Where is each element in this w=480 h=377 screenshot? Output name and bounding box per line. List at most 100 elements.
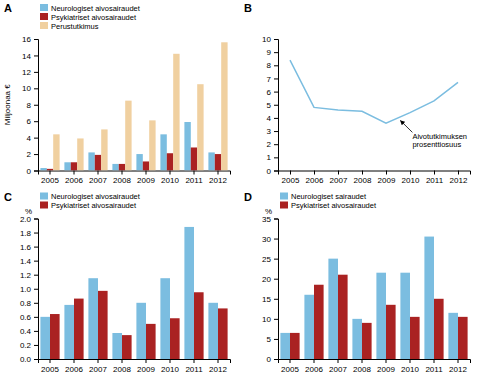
bar	[304, 295, 314, 359]
bar	[149, 120, 155, 170]
y-tick-label: 0.0	[20, 355, 32, 364]
legend-swatch	[40, 13, 48, 20]
y-tick: 10	[262, 315, 278, 324]
x-tick-label: 2006	[65, 365, 83, 374]
plot-area: 2005200620072008200920102011201205101520…	[262, 215, 470, 374]
x-tick-label: 2010	[161, 365, 179, 374]
y-tick-label: 20	[262, 275, 271, 284]
bar	[218, 308, 228, 359]
y-tick-mark	[274, 239, 278, 240]
y-tick-mark	[34, 317, 38, 318]
y-tick-label: 2.0	[20, 215, 32, 224]
y-tick-label: 7	[267, 75, 272, 84]
bar	[88, 152, 94, 170]
x-tick: 2005	[41, 359, 59, 374]
y-tick-mark	[274, 65, 278, 66]
x-tick: 2007	[89, 359, 107, 374]
y-tick: 9	[267, 48, 278, 57]
y-tick-label: 14	[22, 51, 31, 60]
bar	[197, 84, 203, 170]
y-axis-line	[34, 40, 39, 172]
bar	[95, 155, 101, 171]
panel: 2005200620072008200920102011201205101520…	[244, 191, 471, 374]
y-tick-mark	[34, 289, 38, 290]
marks	[40, 227, 227, 359]
y-tick: 14	[22, 51, 38, 60]
bar	[64, 305, 74, 359]
bar	[40, 317, 50, 359]
x-tick-mark	[458, 171, 459, 175]
bar	[215, 154, 221, 170]
y-tick-label: 8	[27, 101, 32, 110]
x-tick: 2005	[281, 359, 299, 374]
x-tick-mark	[194, 359, 195, 363]
y-tick-label: 5	[267, 101, 272, 110]
y-tick-mark	[34, 275, 38, 276]
y-tick-mark	[274, 105, 278, 106]
y-tick-label: 16	[22, 35, 31, 44]
legend-item: Psykiatriset aivosairaudet	[40, 13, 137, 22]
y-tick: 35	[262, 215, 278, 224]
x-tick-label: 2009	[137, 176, 155, 185]
plot-area: 2005200620072008200920102011201202468101…	[22, 35, 230, 185]
y-tick-label: 1.4	[20, 257, 32, 266]
x-tick-label: 2005	[41, 365, 59, 374]
y-tick-mark	[274, 359, 278, 360]
x-tick: 2009	[137, 171, 155, 186]
legend-label: Neurologiset aivosairaudet	[51, 4, 141, 13]
y-tick-mark	[274, 259, 278, 260]
bar	[112, 333, 122, 359]
x-tick: 2012	[450, 171, 468, 186]
y-tick: 1.8	[20, 229, 38, 238]
y-tick-label: 25	[262, 255, 271, 264]
x-tick: 2010	[161, 359, 179, 374]
x-tick-mark	[290, 171, 291, 175]
y-tick: 3	[267, 127, 278, 136]
y-tick-label: 0.4	[20, 327, 32, 336]
x-tick-label: 2007	[329, 365, 347, 374]
x-axis: 20052006200720082009201020112012	[279, 171, 471, 186]
x-tick-label: 2009	[378, 176, 396, 185]
x-tick-mark	[410, 171, 411, 175]
x-tick-mark	[362, 359, 363, 363]
x-tick-mark	[434, 359, 435, 363]
bar	[170, 318, 180, 359]
bar	[173, 54, 179, 171]
y-tick: 0.4	[20, 327, 38, 336]
y-tick-label: 0	[267, 355, 272, 364]
x-tick-mark	[98, 171, 99, 175]
y-axis-line	[274, 219, 279, 360]
bar	[71, 162, 77, 170]
bar	[122, 335, 132, 359]
y-tick-mark	[34, 171, 38, 172]
bar	[314, 285, 324, 359]
y-tick-label: 1.8	[20, 229, 32, 238]
x-tick-label: 2010	[401, 365, 419, 374]
y-tick-label: 12	[22, 68, 31, 77]
x-tick-label: 2012	[209, 365, 227, 374]
y-tick-mark	[274, 299, 278, 300]
y-tick-label: 3	[267, 127, 272, 136]
y-tick-label: 0.2	[20, 341, 32, 350]
y-tick-mark	[34, 345, 38, 346]
x-tick-mark	[410, 359, 411, 363]
title: A	[4, 2, 12, 14]
x-tick: 2007	[330, 171, 348, 186]
y-tick-label: 10	[22, 84, 31, 93]
bar	[362, 323, 372, 359]
bar	[146, 324, 156, 359]
legend-label: Psykiatriset aivosairaudet	[291, 201, 377, 210]
y-tick-label: 30	[262, 235, 271, 244]
y-tick-label: 4	[267, 114, 272, 123]
x-tick-label: 2012	[450, 176, 468, 185]
x-tick: 2009	[377, 359, 395, 374]
x-tick-mark	[218, 171, 219, 175]
bar	[424, 237, 434, 359]
x-tick-label: 2008	[353, 365, 371, 374]
bar	[125, 101, 131, 171]
legend-item: Neurologiset aivosairaudet	[40, 4, 141, 13]
y-tick: 8	[267, 61, 278, 70]
y-axis-line	[274, 40, 279, 172]
y-axis: 0.00.20.40.60.81.01.21.41.61.82.0	[20, 215, 39, 365]
title: D	[244, 191, 252, 203]
